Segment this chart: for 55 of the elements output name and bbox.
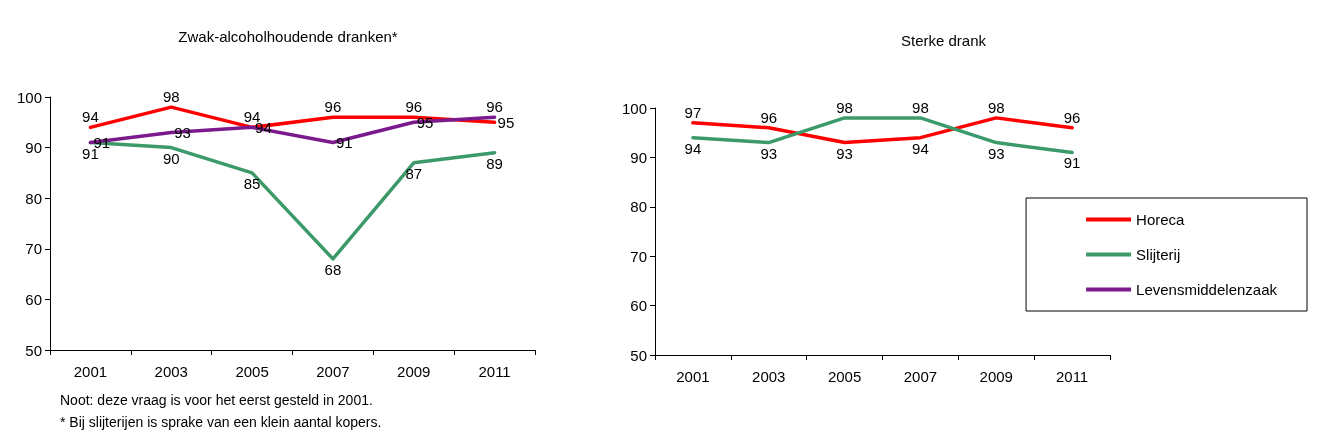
x-tick-label: 2011 xyxy=(1055,368,1089,385)
data-label: 95 xyxy=(416,113,434,131)
data-label: 93 xyxy=(760,144,778,162)
y-tick-label: 80 xyxy=(25,189,42,207)
data-label: 94 xyxy=(684,139,702,157)
y-tick-label: 70 xyxy=(25,240,42,258)
x-tick-label: 2009 xyxy=(397,363,431,380)
data-label: 94 xyxy=(82,108,99,126)
x-tick-label: 2005 xyxy=(827,368,862,385)
y-tick-label: 90 xyxy=(25,139,42,157)
data-label: 68 xyxy=(324,260,342,278)
data-label: 97 xyxy=(684,103,702,121)
data-label: 91 xyxy=(1063,154,1081,172)
y-tick-label: 100 xyxy=(16,88,42,106)
x-tick-label: 2003 xyxy=(154,363,188,380)
y-tick-label: 90 xyxy=(630,148,647,166)
legend-label: Horeca xyxy=(1136,211,1186,228)
x-tick-label: 2001 xyxy=(676,368,710,385)
x-tick-label: 2007 xyxy=(316,363,350,380)
data-label: 87 xyxy=(405,164,423,182)
data-label: 96 xyxy=(760,108,778,126)
x-tick-label: 2007 xyxy=(903,368,938,385)
y-tick-label: 100 xyxy=(621,99,647,117)
x-tick-label: 2005 xyxy=(235,363,269,380)
data-label: 96 xyxy=(1063,108,1081,126)
y-tick-label: 50 xyxy=(630,346,647,364)
data-label: 98 xyxy=(987,98,1005,116)
x-tick-label: 2001 xyxy=(73,363,108,380)
legend-label: Levensmiddelenzaak xyxy=(1136,281,1278,298)
data-label: 98 xyxy=(162,88,180,106)
y-tick-label: 70 xyxy=(630,247,647,265)
data-label: 93 xyxy=(836,144,853,162)
data-label: 90 xyxy=(162,149,180,167)
text: Noot: deze vraag is voor het eerst gesteld in 2001. xyxy=(60,392,373,408)
data-label: 96 xyxy=(486,98,503,116)
data-label: 85 xyxy=(243,174,261,192)
y-tick-label: 60 xyxy=(25,290,42,308)
y-tick-label: 50 xyxy=(25,341,42,359)
data-label: 96 xyxy=(405,98,423,116)
data-label: 89 xyxy=(486,154,503,172)
chart-title: Sterke drank xyxy=(900,32,987,49)
text: * Bij slijterijen is sprake van een klein aantal kopers. xyxy=(60,414,382,430)
x-tick-label: 2009 xyxy=(979,368,1013,385)
chart-title: Zwak-alcoholhoudende dranken* xyxy=(178,28,398,45)
data-label: 98 xyxy=(912,98,929,116)
data-label: 93 xyxy=(987,144,1005,162)
y-tick-label: 80 xyxy=(630,198,647,216)
data-label: 94 xyxy=(912,139,929,157)
legend-label: Slijterij xyxy=(1136,246,1181,263)
data-label: 98 xyxy=(836,98,853,116)
x-tick-label: 2011 xyxy=(478,363,511,380)
x-tick-label: 2003 xyxy=(752,368,786,385)
y-tick-label: 60 xyxy=(630,297,647,315)
data-label: 95 xyxy=(497,113,515,131)
data-label: 96 xyxy=(324,98,342,116)
